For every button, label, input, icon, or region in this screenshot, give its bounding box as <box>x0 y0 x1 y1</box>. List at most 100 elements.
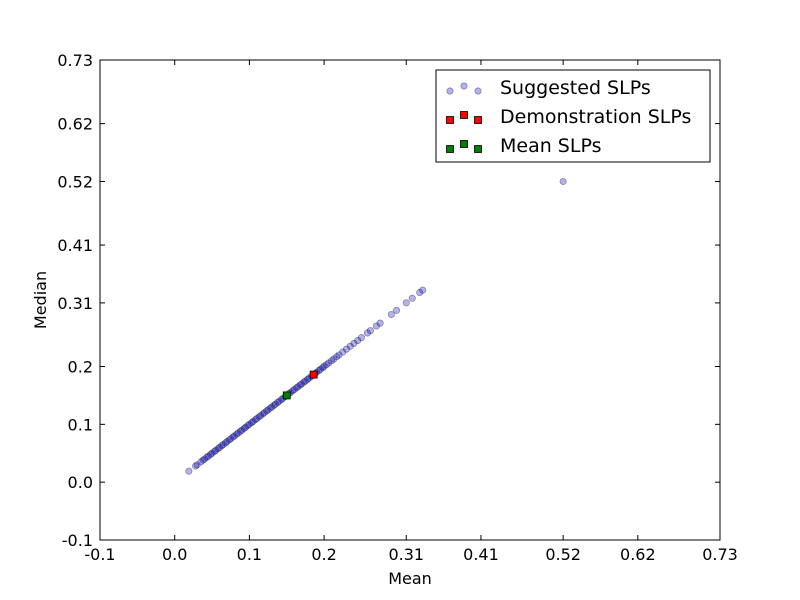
suggested-slps-point <box>197 458 205 466</box>
suggested-slps-point <box>233 430 241 438</box>
y-axis-label: Median <box>31 271 50 329</box>
y-tick-label: -0.1 <box>62 531 93 550</box>
suggested-slps-point <box>275 397 283 405</box>
y-tick-label: 0.0 <box>68 473 93 492</box>
suggested-slps-point <box>316 365 324 373</box>
suggested-slps-point <box>320 363 328 371</box>
suggested-slps-point <box>376 319 384 327</box>
suggested-slps-point <box>227 435 235 443</box>
suggested-slps-point <box>354 336 362 344</box>
suggested-slps-point <box>264 406 272 414</box>
suggested-slps-point <box>203 453 211 461</box>
legend-marker-mean-slps <box>460 140 468 148</box>
suggested-slps-point <box>322 361 330 369</box>
y-tick-label: 0.62 <box>57 115 93 134</box>
suggested-slps-point <box>343 345 351 353</box>
demonstration-slps-point <box>309 370 318 379</box>
legend-marker-demonstration-slps <box>474 116 482 124</box>
y-tick-label: 0.41 <box>57 236 93 255</box>
labels-layer: Mean Median <box>31 271 432 588</box>
legend-marker-suggested-slps <box>474 87 482 95</box>
suggested-slps-point <box>292 384 300 392</box>
suggested-slps-point <box>199 456 207 464</box>
suggested-slps-point <box>219 441 227 449</box>
suggested-slps-point <box>223 438 231 446</box>
suggested-slps-point <box>204 452 212 460</box>
suggested-slps-point <box>263 407 271 415</box>
suggested-slps-point <box>218 442 226 450</box>
suggested-slps-point <box>346 342 354 350</box>
suggested-slps-point <box>402 299 410 307</box>
suggested-slps-point <box>328 357 336 365</box>
suggested-slps-point <box>245 420 253 428</box>
legend-marker-demonstration-slps <box>446 116 454 124</box>
suggested-slps-point <box>214 445 222 453</box>
suggested-slps-point <box>298 380 306 388</box>
suggested-slps-point <box>234 429 242 437</box>
suggested-slps-point <box>333 353 341 361</box>
suggested-slps-point <box>248 419 256 427</box>
x-axis-label: Mean <box>388 569 432 588</box>
suggested-slps-point <box>249 417 257 425</box>
suggested-slps-point <box>294 383 302 391</box>
y-tick-label: 0.1 <box>68 415 93 434</box>
ticks-layer: -0.1 0.0 0.1 0.2 0.31 0.41 0.52 0.62 0.73 -0.1 0.0… <box>57 51 737 564</box>
x-tick-label: 0.31 <box>388 545 424 564</box>
suggested-slps-point <box>408 294 416 302</box>
suggested-slps-point <box>416 288 424 296</box>
suggested-slps-point <box>221 439 229 447</box>
x-tick-label: -0.1 <box>84 545 115 564</box>
suggested-slps-point <box>266 404 274 412</box>
suggested-slps-point <box>212 446 220 454</box>
legend-label-demonstration-slps: Demonstration SLPs <box>500 106 691 128</box>
suggested-slps-point <box>255 413 263 421</box>
y-tick-label: 0.31 <box>57 294 93 313</box>
mean-slps-point <box>282 391 291 400</box>
x-tick-label: 0.1 <box>237 545 262 564</box>
suggested-slps-point <box>260 409 268 417</box>
suggested-slps-point <box>335 351 343 359</box>
legend-marker-mean-slps <box>446 145 454 153</box>
suggested-slps-point <box>301 377 309 385</box>
suggested-slps-point <box>225 436 233 444</box>
y-tick-label: 0.52 <box>57 172 93 191</box>
suggested-slps-point <box>363 329 371 337</box>
x-tick-label: 0.0 <box>162 545 187 564</box>
x-tick-label: 0.73 <box>702 545 738 564</box>
axes-frame <box>99 59 721 541</box>
suggested-slps-point <box>274 398 282 406</box>
suggested-slps-point <box>230 432 238 440</box>
suggested-slps-point <box>244 421 252 429</box>
legend-marker-suggested-slps <box>460 82 468 90</box>
suggested-slps-point <box>330 355 338 363</box>
x-tick-label: 0.62 <box>620 545 656 564</box>
suggested-slps-point <box>372 322 380 330</box>
legend-marker-mean-slps <box>474 145 482 153</box>
suggested-slps-point <box>387 310 395 318</box>
suggested-slps-point <box>393 306 401 314</box>
x-tick-label: 0.52 <box>545 545 581 564</box>
x-tick-label: 0.41 <box>463 545 499 564</box>
suggested-slps-point <box>296 381 304 389</box>
suggested-slps-point <box>238 426 246 434</box>
legend-label-suggested-slps: Suggested SLPs <box>500 77 651 99</box>
y-tick-label: 0.2 <box>68 358 93 377</box>
suggested-slps-point <box>268 403 276 411</box>
suggested-slps-point <box>300 378 308 386</box>
legend-marker-demonstration-slps <box>460 111 468 119</box>
suggested-slps-point <box>339 348 347 356</box>
suggested-slps-point <box>201 455 209 463</box>
suggested-slps-point <box>253 415 261 423</box>
suggested-slps-point <box>270 401 278 409</box>
suggested-slps-point <box>242 423 250 431</box>
suggested-slps-point <box>257 412 265 420</box>
suggested-slps-point <box>319 364 327 372</box>
suggested-slps-point <box>290 386 298 394</box>
suggested-slps-point <box>304 375 312 383</box>
suggested-slps-point <box>240 424 248 432</box>
legend-marker-suggested-slps <box>446 87 454 95</box>
suggested-slps-point <box>259 410 267 418</box>
points-layer <box>185 177 567 475</box>
suggested-slps-point <box>193 461 201 469</box>
